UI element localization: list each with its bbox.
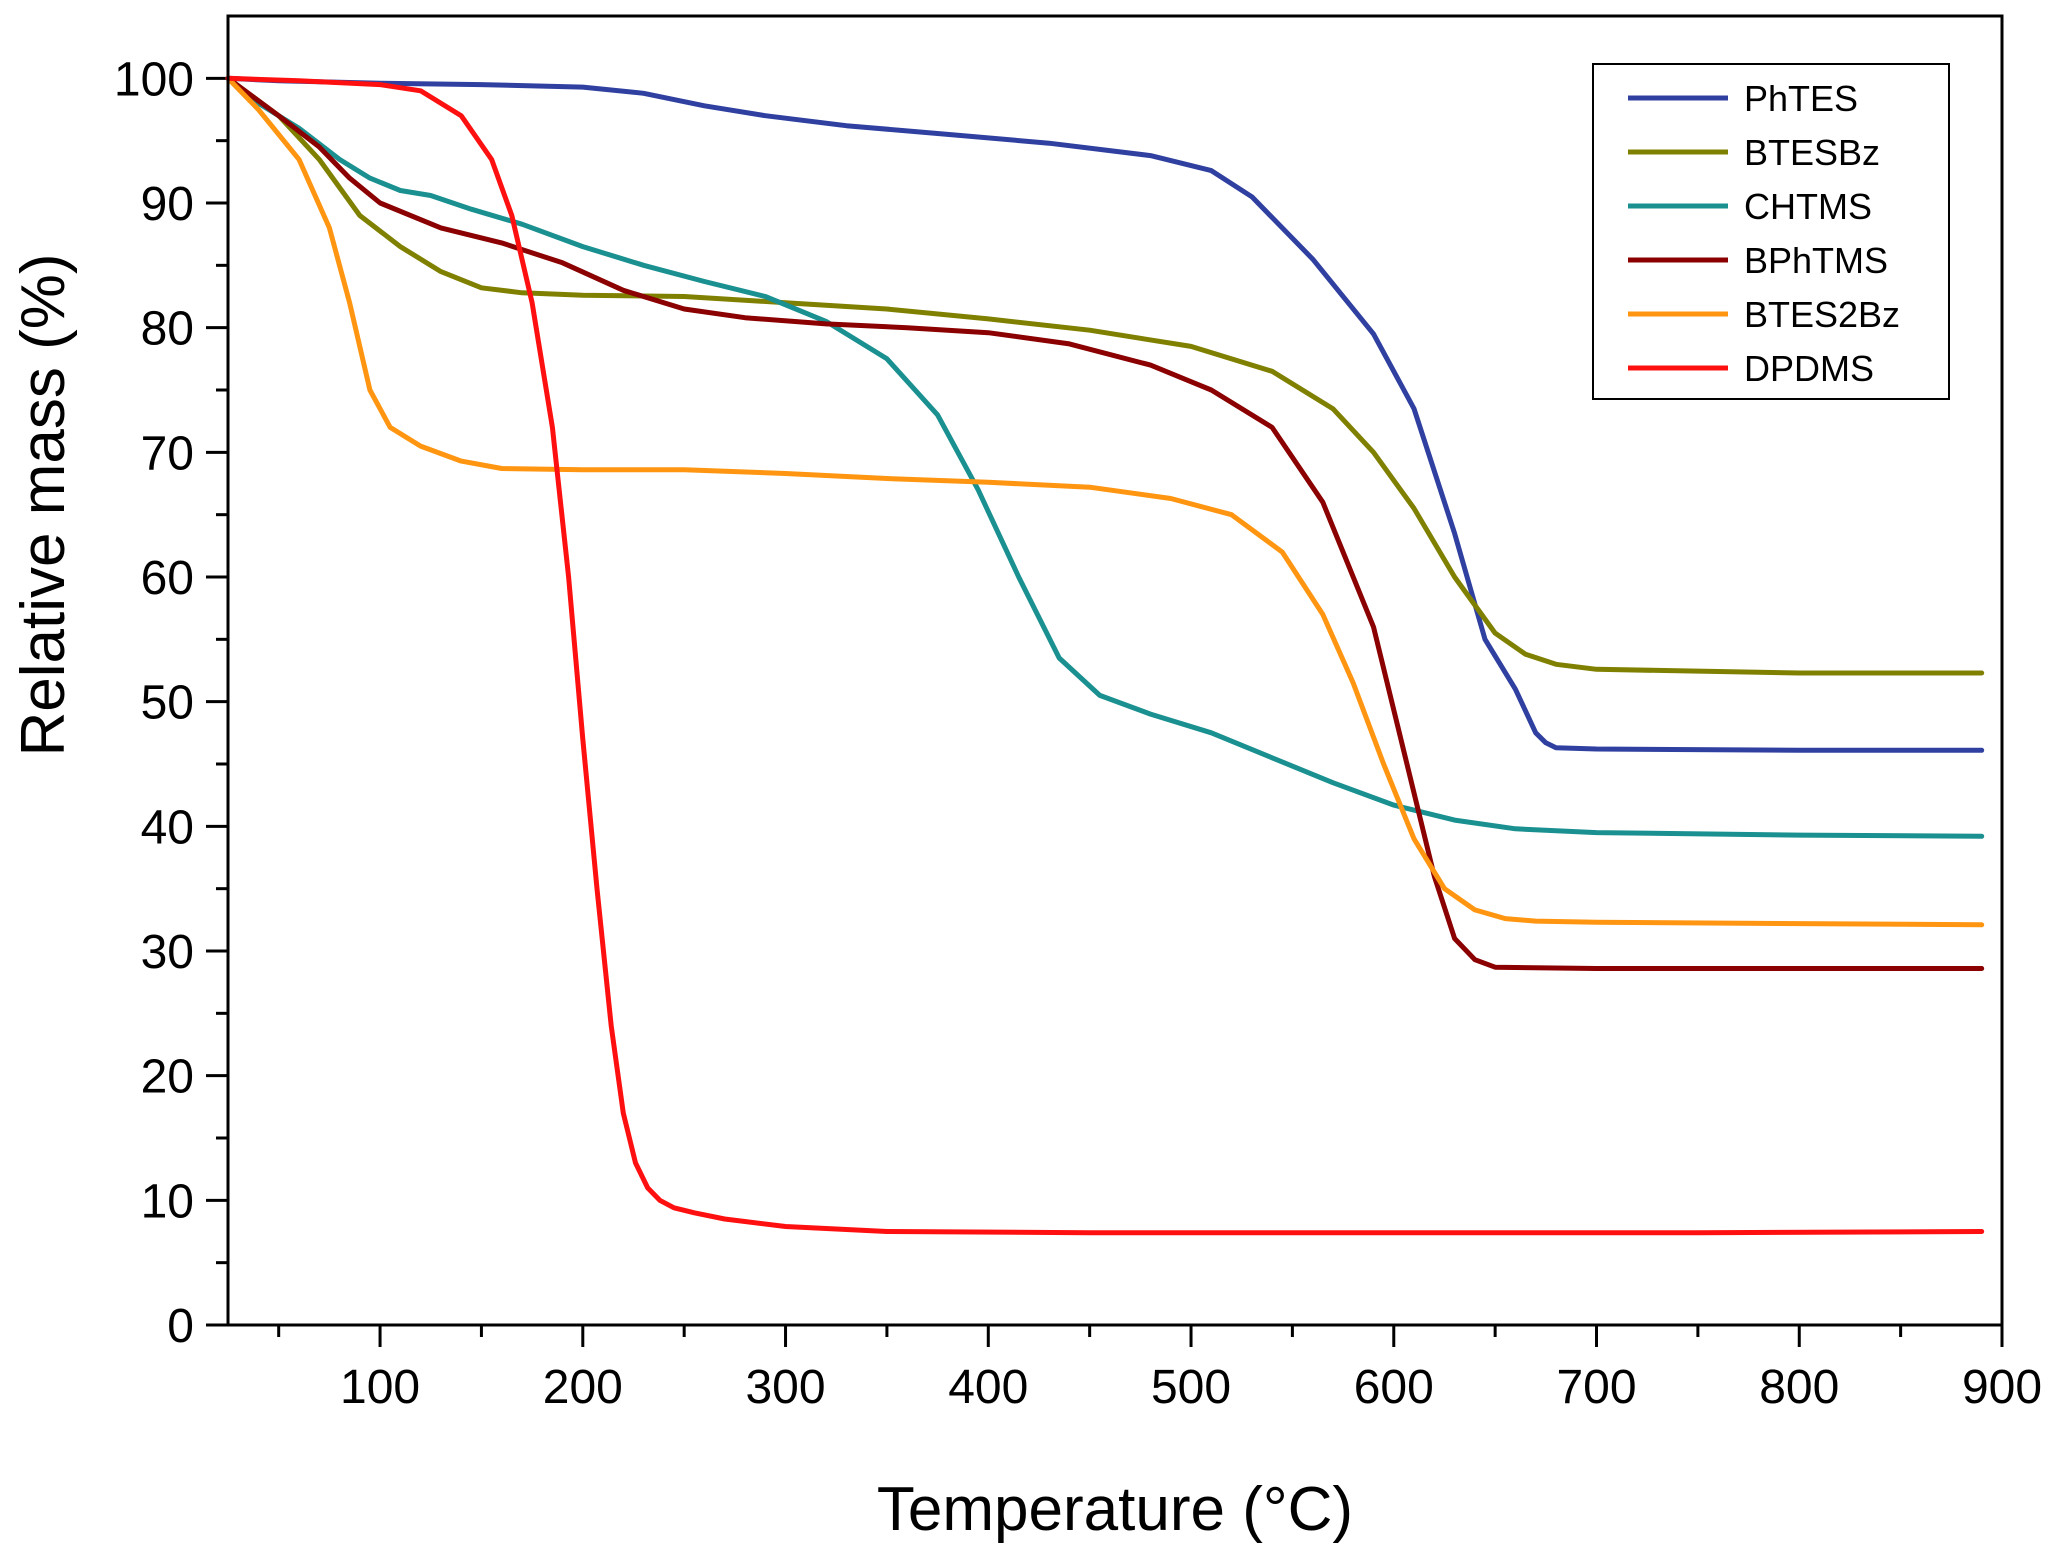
plot-frame: [226, 14, 2004, 1327]
legend-label: BTES2Bz: [1744, 294, 1900, 335]
axis-ticks: [206, 76, 2004, 1347]
x-tick-label: 100: [340, 1361, 420, 1414]
x-tick-label: 700: [1556, 1361, 1636, 1414]
y-tick-label: 60: [141, 552, 194, 605]
y-tick-label: 70: [141, 427, 194, 480]
x-tick-labels: 100 200 300 400 500 600 700 800 900: [340, 1361, 2042, 1414]
legend-label: BTESBz: [1744, 132, 1880, 173]
x-tick-label: 800: [1759, 1361, 1839, 1414]
series-line-btesbz: [225, 75, 1985, 676]
y-tick-label: 10: [141, 1175, 194, 1228]
legend-label: PhTES: [1744, 78, 1858, 119]
y-axis-title: Relative mass (%): [9, 254, 78, 757]
y-tick-label: 100: [114, 53, 194, 106]
y-tick-label: 40: [141, 801, 194, 854]
legend-label: BPhTMS: [1744, 240, 1888, 281]
legend-label: DPDMS: [1744, 348, 1874, 389]
x-tick-label: 400: [948, 1361, 1028, 1414]
y-tick-label: 0: [167, 1300, 194, 1353]
series-line-phtes: [225, 75, 1985, 753]
y-tick-label: 80: [141, 303, 194, 356]
y-tick-label: 90: [141, 178, 194, 231]
x-tick-label: 300: [745, 1361, 825, 1414]
x-tick-label: 200: [543, 1361, 623, 1414]
series-line-dpdms: [225, 75, 1985, 1236]
legend-label: CHTMS: [1744, 186, 1872, 227]
y-tick-label: 20: [141, 1051, 194, 1104]
series-line-bphtms: [225, 75, 1985, 971]
y-tick-labels: 0 10 20 30 40 50 60 70 80 90 100: [114, 53, 194, 1353]
legend-box: [1592, 63, 1950, 400]
y-tick-label: 50: [141, 677, 194, 730]
x-tick-label: 900: [1962, 1361, 2042, 1414]
x-axis-title: Temperature (°C): [877, 1475, 1353, 1544]
x-tick-label: 600: [1354, 1361, 1434, 1414]
x-tick-label: 500: [1151, 1361, 1231, 1414]
series-line-btes2bz: [225, 75, 1985, 928]
y-tick-label: 30: [141, 926, 194, 979]
legend: PhTES BTESBz CHTMS BPhTMS BTES2Bz DPDMS: [1592, 63, 1950, 400]
series-lines: [225, 75, 1985, 1236]
